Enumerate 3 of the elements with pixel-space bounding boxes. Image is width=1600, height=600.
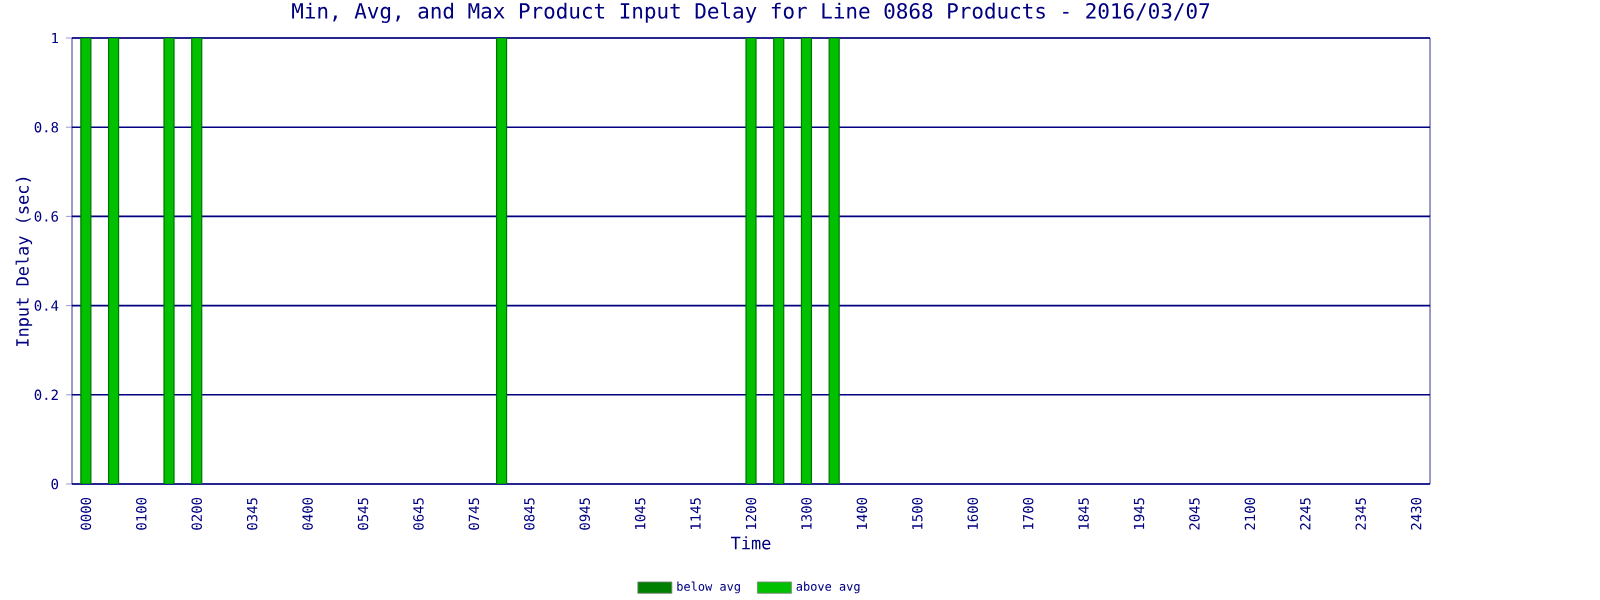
y-axis-title: Input Delay (sec)	[15, 177, 33, 347]
chart-title: Min, Avg, and Max Product Input Delay for Line 0868 Products - 2016/03/07	[292, 2, 1210, 24]
x-axis-title: Time	[730, 536, 771, 550]
